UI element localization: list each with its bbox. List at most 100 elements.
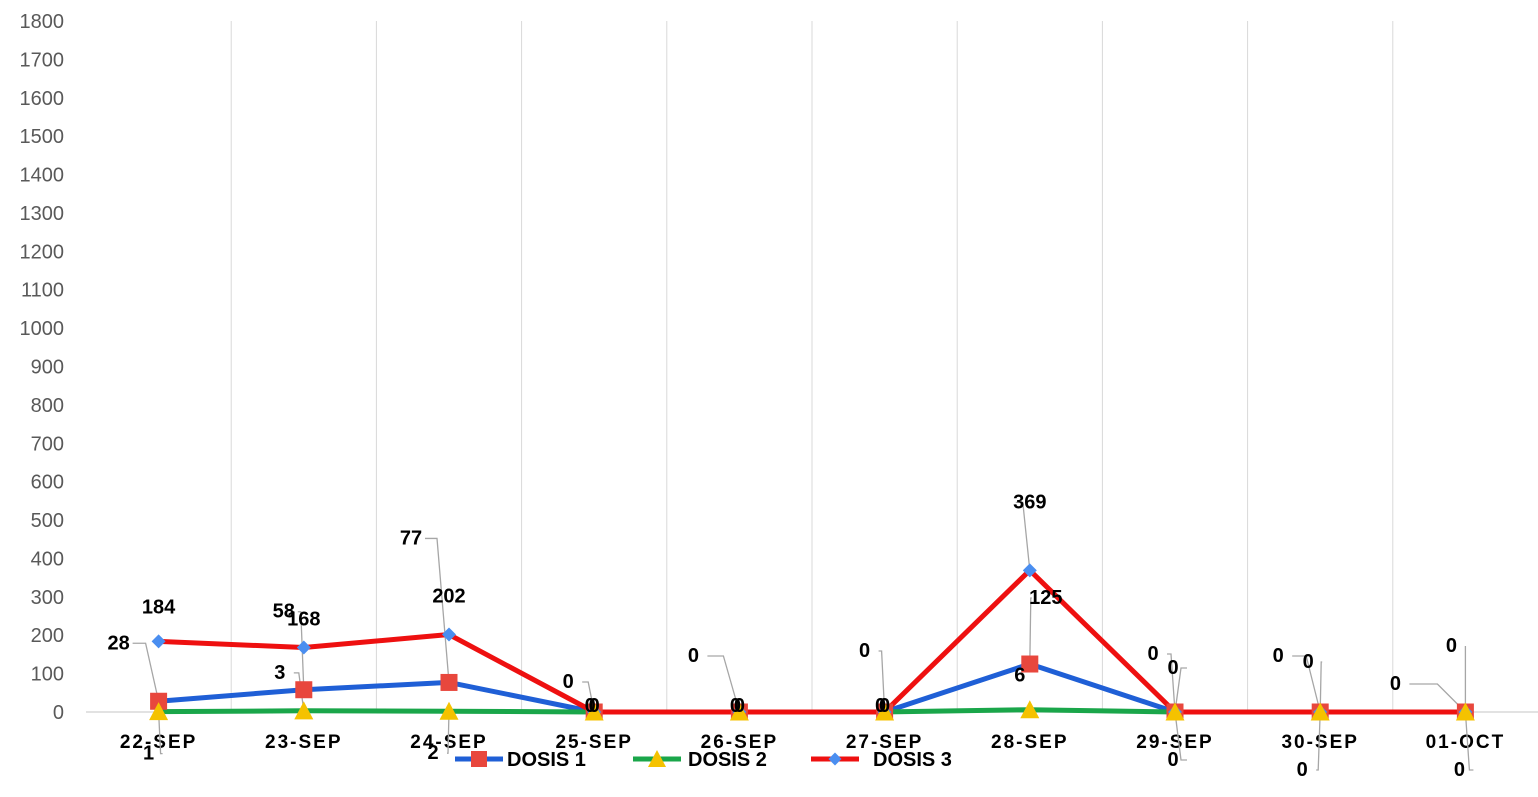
data-label-leader-line [1409, 683, 1466, 713]
y-tick-label: 1500 [20, 126, 65, 148]
data-point-triangle-marker [875, 702, 895, 721]
y-tick-label: 1800 [20, 11, 65, 33]
data-label: 0 [589, 695, 600, 717]
y-axis: 0 100 200 300 400 500 600 700 800 900 1000 1100 1200… [20, 11, 65, 724]
data-label-leader-line [447, 711, 450, 754]
data-label-leader-line [1015, 501, 1031, 571]
data-label-leader-line [132, 642, 160, 702]
data-label: 0 [879, 695, 890, 717]
data-point-square-marker [440, 673, 458, 691]
data-label-leader-line [1319, 661, 1323, 713]
y-tick-label: 1000 [20, 318, 65, 340]
x-axis: 22-SEP 23-SEP 24-SEP 25-SEP 26-SEP 27-SEP 28-S… [120, 732, 1506, 753]
data-point-square-marker [1021, 655, 1039, 673]
y-tick-label: 100 [31, 664, 64, 686]
data-point-triangle-marker [584, 702, 604, 721]
y-tick-label: 1200 [20, 241, 65, 263]
data-label: 77 [400, 527, 422, 549]
data-point-triangle-marker [1455, 702, 1475, 721]
data-label: 369 [1013, 491, 1046, 513]
data-label-leader-line [582, 681, 595, 713]
x-tick-label: 23-SEP [265, 732, 342, 753]
x-tick-label: 28-SEP [991, 732, 1068, 753]
x-tick-label: 29-SEP [1136, 732, 1213, 753]
data-point-triangle-marker [729, 702, 749, 721]
data-label-leader-line [1174, 711, 1187, 761]
data-label: 0 [688, 645, 699, 667]
x-tick-label: 27-SEP [846, 732, 923, 753]
data-label: 0 [859, 640, 870, 662]
data-label-leader-line [1292, 655, 1321, 713]
data-label-leader-lines [132, 501, 1474, 771]
data-point-diamond-marker [151, 634, 166, 649]
data-label: 1 [143, 743, 154, 765]
data-label: 58 [273, 601, 295, 623]
data-label-leader-line [1464, 711, 1474, 771]
data-label: 28 [107, 632, 129, 654]
x-tick-label: 22-SEP [120, 732, 197, 753]
data-point-triangle-marker [1020, 700, 1040, 719]
data-label: 0 [734, 695, 745, 717]
legend: DOSIS 1 DOSIS 2 DOSIS 3 [455, 749, 952, 771]
data-label: 0 [1167, 749, 1178, 771]
data-label-leader-line [157, 711, 163, 755]
data-label-leader-line [1174, 667, 1187, 713]
data-label-leader-line [297, 611, 305, 690]
data-label: 0 [875, 695, 886, 717]
y-tick-label: 900 [31, 357, 64, 379]
data-label: 184 [142, 596, 176, 618]
data-point-triangle-marker [294, 701, 314, 720]
data-point-square-marker [295, 681, 313, 699]
x-tick-label: 30-SEP [1281, 732, 1358, 753]
y-tick-label: 1700 [20, 49, 65, 71]
data-label: 0 [1167, 657, 1178, 679]
data-label: 6 [1014, 665, 1025, 687]
data-label: 202 [432, 585, 465, 607]
data-point-triangle-marker [1165, 702, 1185, 721]
y-tick-label: 200 [31, 625, 64, 647]
y-tick-label: 1600 [20, 88, 65, 110]
data-label: 0 [585, 695, 596, 717]
y-tick-label: 1300 [20, 203, 65, 225]
data-point-diamond-marker [296, 640, 311, 655]
data-label-leader-line [707, 655, 741, 713]
data-label-leader-line [1316, 711, 1321, 771]
data-label-leader-line [1167, 653, 1176, 713]
data-label: 125 [1029, 587, 1062, 609]
data-label: 168 [287, 609, 320, 631]
data-label: 0 [1446, 635, 1457, 657]
series-line [156, 567, 1468, 715]
data-point-square-marker [150, 692, 168, 710]
data-point-square-marker [471, 751, 487, 767]
data-label: 0 [1273, 645, 1284, 667]
y-tick-label: 600 [31, 472, 64, 494]
data-label-leader-line [878, 650, 886, 713]
y-tick-label: 1400 [20, 165, 65, 187]
x-tick-label: 25-SEP [555, 732, 632, 753]
y-tick-label: 800 [31, 395, 64, 417]
data-point-triangle-marker [149, 702, 169, 721]
y-tick-label: 700 [31, 433, 64, 455]
data-point-triangle-marker [439, 701, 459, 720]
y-tick-label: 500 [31, 510, 64, 532]
data-label-leader-line [1029, 597, 1032, 665]
legend-label: DOSIS 3 [873, 749, 952, 771]
data-point-diamond-marker [442, 627, 456, 642]
data-label: 0 [563, 671, 574, 693]
data-label: 0 [1303, 651, 1314, 673]
data-label: 0 [1390, 673, 1401, 695]
data-point-diamond-marker [828, 752, 842, 766]
y-tick-label: 0 [53, 702, 64, 724]
series-markers [149, 563, 1475, 721]
data-label: 3 [274, 662, 285, 684]
y-tick-label: 400 [31, 548, 64, 570]
x-tick-label: 01-OCT [1426, 732, 1506, 753]
legend-label: DOSIS 1 [507, 749, 586, 771]
data-point-diamond-marker [1022, 563, 1037, 578]
x-tick-label: 26-SEP [701, 732, 778, 753]
data-label: 2 [427, 742, 438, 764]
y-tick-label: 1100 [21, 280, 64, 302]
data-label: 0 [1297, 759, 1308, 781]
